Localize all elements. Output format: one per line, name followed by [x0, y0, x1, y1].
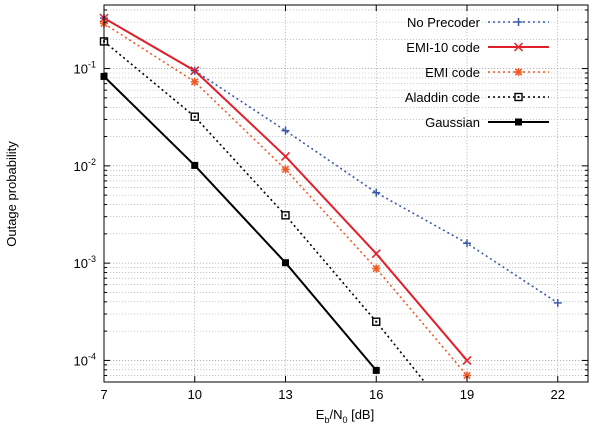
legend-item-emi-10-code: EMI-10 code: [406, 40, 549, 55]
marker-open-square: [281, 211, 290, 220]
x-tick-label: 22: [551, 387, 565, 402]
marker-open-square: [372, 317, 381, 326]
marker-open-square: [190, 112, 199, 121]
series-line-emi-code: [103, 22, 468, 377]
marker-cross: [462, 355, 472, 365]
marker-star: [372, 264, 381, 273]
legend-item-gaussian: Gaussian: [425, 115, 549, 130]
marker-plus: [372, 188, 381, 197]
y-tick-label: 10-2: [74, 157, 96, 174]
legend-label: Aladdin code: [405, 90, 480, 105]
x-axis-label: Eb/N0 [dB]: [316, 407, 374, 425]
series-line-no-precoder: [103, 17, 559, 304]
legend-label: Gaussian: [425, 115, 480, 130]
series-emi-code: [100, 19, 471, 380]
y-axis-label: Outage probability: [4, 141, 19, 247]
marker-plus: [514, 18, 523, 26]
marker-star: [190, 77, 199, 86]
x-tick-label: 19: [460, 387, 474, 402]
x-tick-label: 7: [100, 387, 107, 402]
legend-item-emi-code: EMI code: [425, 65, 549, 80]
axes: 7 10 13 16 19 22 10-1 10-2 10-3 10-4: [74, 5, 588, 402]
marker-cross: [371, 249, 381, 259]
x-tick-label: 13: [278, 387, 292, 402]
legend-item-no-precoder: No Precoder: [407, 15, 549, 30]
legend-label: EMI-10 code: [406, 40, 480, 55]
marker-cross: [280, 151, 291, 161]
series-gaussian: [100, 72, 380, 374]
y-tick-label: 10-3: [74, 254, 96, 271]
x-tick-label: 10: [188, 387, 202, 402]
y-tick-label: 10-1: [74, 60, 96, 77]
legend-label: EMI code: [425, 65, 480, 80]
marker-filled-square: [191, 161, 199, 169]
series-layer: [99, 13, 562, 383]
marker-open-square: [514, 92, 523, 102]
grid-lines: [103, 5, 588, 383]
marker-plus: [463, 239, 471, 248]
marker-cross: [513, 42, 524, 52]
marker-star: [281, 165, 290, 174]
marker-filled-square: [372, 366, 380, 374]
series-line-gaussian: [103, 75, 378, 372]
x-tick-label: 16: [369, 387, 383, 402]
marker-filled-square: [515, 118, 522, 126]
series-no-precoder: [100, 14, 562, 307]
y-tick-label: 10-4: [74, 351, 96, 368]
plot-frame: [103, 4, 589, 383]
marker-plus: [553, 298, 562, 307]
marker-plus: [281, 126, 290, 135]
legend: No Precoder EMI-10 code EMI code Aladdin co…: [405, 15, 549, 130]
legend-label: No Precoder: [407, 15, 481, 30]
marker-cross: [190, 66, 200, 76]
legend-item-aladdin-code: Aladdin code: [405, 90, 549, 105]
marker-filled-square: [282, 259, 289, 267]
marker-star: [514, 68, 523, 76]
